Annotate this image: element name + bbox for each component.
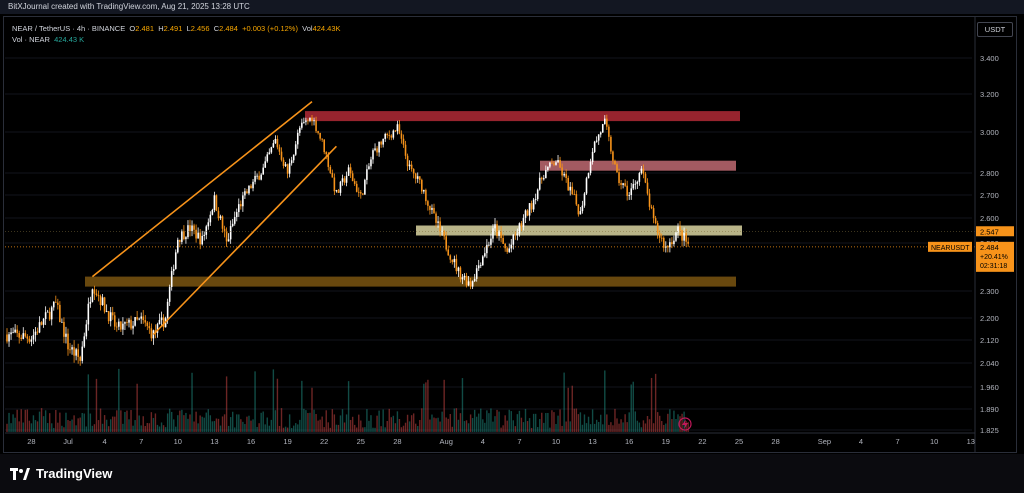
high-value: 2.491 [163,24,183,33]
chart-legend: NEAR / TetherUS · 4h · BINANCE O2.481 H2… [12,23,341,45]
currency-badge[interactable]: USDT [977,22,1013,37]
volume-row: Vol · NEAR 424.43 K [12,34,341,45]
close-value: 2.484 [219,24,238,33]
low-value: 2.456 [190,24,210,33]
vol-value: 424.43K [312,24,341,33]
open-value: 2.481 [135,24,155,33]
tradingview-logo-icon [10,467,30,480]
open-label: O [129,24,136,33]
tradingview-logo[interactable]: TradingView [10,466,112,481]
ohlc-row: NEAR / TetherUS · 4h · BINANCE O2.481 H2… [12,23,341,34]
change-value: +0.003 (+0.12%) [242,24,298,33]
low-label: L [186,24,191,33]
close-label: C [213,24,220,33]
vol-label: Vol [302,24,313,33]
high-label: H [158,24,164,33]
credit-text: BitXJournal created with TradingView.com… [8,2,250,11]
symbol-label[interactable]: NEAR / TetherUS · 4h · BINANCE [12,24,126,33]
bottom-bar [0,454,1024,493]
chart-frame[interactable] [3,16,1017,453]
volume-indicator-label[interactable]: Vol · NEAR [12,35,50,44]
tradingview-logo-text: TradingView [36,466,113,481]
volume-indicator-value: 424.43 K [54,35,85,44]
top-bar: BitXJournal created with TradingView.com… [0,0,1024,14]
